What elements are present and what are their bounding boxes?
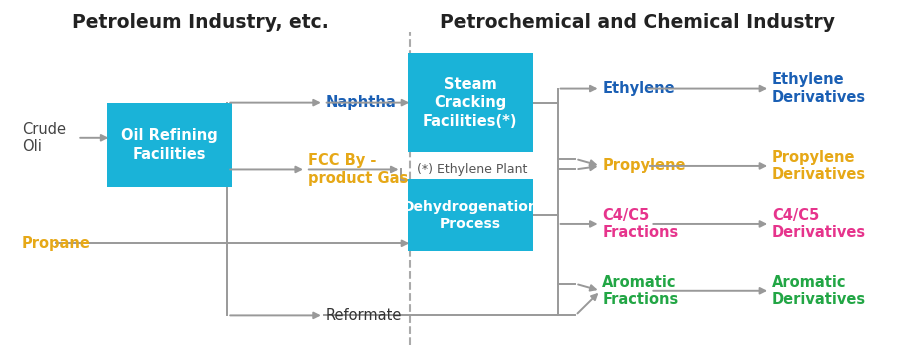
Text: Crude
Oli: Crude Oli	[22, 122, 66, 154]
Text: Reformate: Reformate	[325, 308, 402, 323]
FancyBboxPatch shape	[407, 179, 532, 251]
Text: FCC By -
product Gas: FCC By - product Gas	[307, 153, 408, 186]
Text: Ethylene: Ethylene	[602, 81, 675, 96]
Text: Aromatic
Derivatives: Aromatic Derivatives	[772, 275, 866, 307]
Text: Petroleum Industry, etc.: Petroleum Industry, etc.	[72, 13, 329, 32]
Text: Propylene: Propylene	[602, 158, 686, 174]
Text: Dehydrogenation
Process: Dehydrogenation Process	[402, 199, 538, 231]
Text: Petrochemical and Chemical Industry: Petrochemical and Chemical Industry	[441, 13, 835, 32]
Text: Naphtha: Naphtha	[325, 95, 396, 110]
Text: Aromatic
Fractions: Aromatic Fractions	[602, 275, 678, 307]
Text: Oil Refining
Facilities: Oil Refining Facilities	[121, 128, 218, 162]
FancyBboxPatch shape	[107, 103, 232, 187]
Text: Ethylene
Derivatives: Ethylene Derivatives	[772, 72, 866, 105]
Text: Propylene
Derivatives: Propylene Derivatives	[772, 150, 866, 182]
Text: C4/C5
Fractions: C4/C5 Fractions	[602, 208, 678, 240]
FancyBboxPatch shape	[407, 53, 532, 152]
Text: Steam
Cracking
Facilities(*): Steam Cracking Facilities(*)	[423, 77, 517, 129]
Text: Propane: Propane	[22, 236, 91, 251]
Text: (*) Ethylene Plant: (*) Ethylene Plant	[417, 163, 528, 176]
Text: C4/C5
Derivatives: C4/C5 Derivatives	[772, 208, 866, 240]
